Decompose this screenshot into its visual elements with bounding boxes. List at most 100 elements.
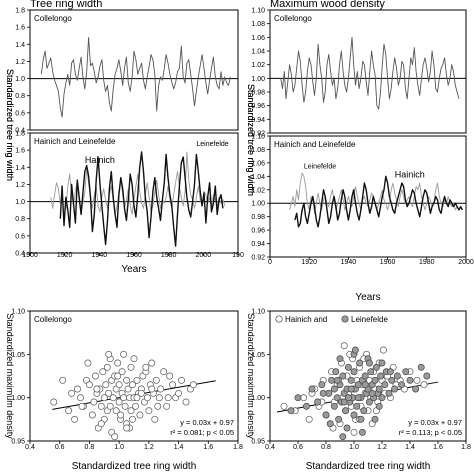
plot-frame (29, 9, 239, 131)
y-axis-label: Standardized maximum density (246, 313, 256, 439)
y-axis-label: Standardized tree ring width (5, 69, 15, 181)
annotation-hainich: Hainich (395, 170, 425, 180)
x-tick-label: 1960 (380, 259, 396, 266)
y-tick-label: 0.92 (251, 131, 265, 138)
annotation-leinefelde: Leinefelde (304, 163, 336, 170)
data-point-leinefelde (294, 394, 302, 402)
x-axis-label: Standardized tree ring width (306, 461, 431, 472)
x-tick-label: 1980 (161, 252, 177, 259)
data-point-leinefelde (398, 381, 406, 389)
data-point-collelongo (123, 424, 131, 432)
x-tick-label: 1900 (22, 252, 38, 259)
data-point-collelongo (50, 398, 58, 406)
y-tick-label: 0.98 (251, 214, 265, 221)
data-point-collelongo (103, 363, 111, 371)
y-tick-label: 1.04 (251, 174, 265, 181)
data-point-leinefelde (350, 411, 358, 419)
data-point-leinefelde (371, 376, 379, 384)
data-point-collelongo (114, 359, 122, 367)
y-tick-label: 1.10 (251, 309, 265, 316)
y-tick-label: 0.98 (251, 90, 265, 97)
panel-p-mxd-hainich: 0.92 0.94 0.96 0.98 1.00 1.02 1.04 1.06 1.08 1.10… (246, 84, 474, 303)
data-point-collelongo (182, 398, 190, 406)
data-point-collelongo (137, 389, 145, 397)
y-tick-label: 1.0 (15, 76, 25, 83)
data-point-leinefelde (381, 381, 389, 389)
y-tick-label: 1.4 (15, 165, 25, 172)
x-tick-label: 1940 (92, 252, 108, 259)
data-point-collelongo (88, 411, 96, 419)
data-point-leinefelde (332, 368, 340, 376)
data-point-collelongo (143, 394, 151, 402)
data-point-collelongo (178, 376, 185, 384)
data-point-collelongo (74, 385, 81, 393)
data-point-collelongo (136, 411, 144, 419)
y-tick-label: 1.00 (251, 395, 265, 402)
data-point-collelongo (90, 398, 98, 406)
data-point-collelongo (130, 355, 138, 363)
data-point-leinefelde (322, 411, 330, 419)
y-axis-label: Standardized maximum density (5, 313, 15, 439)
data-point-leinefelde (342, 407, 350, 415)
y-tick-label: 1.02 (251, 187, 265, 194)
data-point-collelongo (100, 394, 108, 402)
legend-label: Hainich and (285, 315, 327, 324)
data-point-collelongo (106, 402, 114, 410)
y-tick-label: 1.00 (251, 201, 265, 208)
y-tick-label: 1.8 (15, 131, 25, 138)
data-point-leinefelde (357, 415, 365, 423)
data-point-leinefelde (333, 394, 341, 402)
heading-maximum-wood-density: Maximum wood density (270, 0, 385, 10)
y-tick-label: 0.4 (15, 251, 25, 258)
data-point-collelongo (77, 394, 84, 402)
data-point-collelongo (127, 363, 135, 371)
data-point-leinefelde (361, 381, 369, 389)
y-tick-label: 0.4 (15, 128, 25, 135)
y-axis-label: Standardized tree ring width (5, 69, 15, 181)
x-tick-label: 0.4 (265, 444, 275, 451)
data-point-collelongo (164, 394, 172, 402)
x-tick-label: 0.4 (25, 444, 35, 451)
data-point-leinefelde (330, 402, 338, 410)
y-tick-label: 1.10 (251, 134, 265, 141)
data-point-leinefelde (353, 402, 361, 410)
data-point-collelongo (145, 407, 153, 415)
data-point-leinefelde (339, 372, 347, 380)
data-point-leinefelde (367, 368, 375, 376)
data-point-leinefelde (340, 398, 348, 406)
data-point-collelongo (120, 350, 128, 358)
data-point-leinefelde (375, 402, 383, 410)
data-point-leinefelde (388, 376, 396, 384)
x-tick-label: 1980 (419, 259, 435, 266)
plot-frame (269, 310, 467, 442)
data-point-leinefelde (391, 385, 399, 393)
data-point-leinefelde (368, 389, 376, 397)
y-tick-label: 0.8 (15, 216, 25, 223)
legend-marker (341, 315, 349, 323)
data-point-collelongo (175, 389, 183, 397)
data-point-collelongo (166, 372, 174, 380)
x-tick-label: 1.4 (174, 444, 184, 451)
data-point-collelongo (65, 407, 73, 415)
y-tick-label: 0.96 (251, 228, 265, 235)
x-tick-label: 0.6 (293, 444, 303, 451)
data-point-collelongo (123, 376, 131, 384)
panel-p-sc-collelongo: 0.95 1.00 1.05 1.10 0.4 0.6 0.8 1.0 1.2 1.4 1.6 1.8… (5, 309, 243, 473)
data-point-collelongo (114, 372, 122, 380)
x-tick-label: 1.2 (144, 444, 154, 451)
data-point-collelongo (155, 394, 163, 402)
y-tick-label: 1.02 (251, 62, 265, 69)
panel-p-sc-hainich: 0.95 1.00 1.05 1.10 0.4 0.6 0.8 1.0 1.2 1.4 1.6 1.8… (246, 309, 471, 473)
y-tick-label: 1.08 (251, 147, 265, 154)
site-label: Hainich and Leinefelde (274, 140, 356, 149)
y-axis-label: Standardized tree ring width (246, 84, 256, 196)
x-tick-label: 0.6 (55, 444, 65, 451)
data-point-collelongo (127, 407, 135, 415)
heading-tree-ring-width: Tree ring width (30, 0, 102, 10)
y-tick-label: 0.94 (251, 117, 265, 124)
data-point-hainich (420, 381, 428, 389)
data-point-leinefelde (302, 402, 310, 410)
data-point-collelongo (93, 385, 101, 393)
y-tick-label: 0.6 (15, 110, 25, 117)
data-point-collelongo (115, 381, 123, 389)
